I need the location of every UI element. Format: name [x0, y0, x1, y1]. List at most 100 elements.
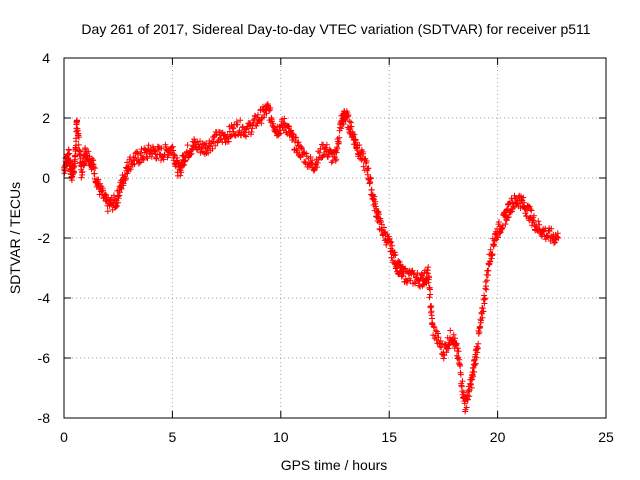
y-tick-label: 2 — [42, 110, 50, 126]
data-point — [473, 354, 480, 361]
data-point — [392, 252, 399, 258]
data-point — [536, 221, 543, 228]
data-point — [548, 225, 555, 232]
y-tick-label: -2 — [38, 230, 51, 246]
x-axis-label: GPS time / hours — [281, 457, 388, 473]
data-point — [333, 149, 340, 156]
data-point — [177, 172, 184, 179]
data-point — [478, 317, 485, 324]
data-point — [234, 121, 241, 128]
data-point — [112, 196, 119, 203]
data-point — [314, 159, 321, 166]
data-point — [161, 151, 168, 158]
data-point — [170, 147, 177, 154]
data-point — [454, 345, 461, 352]
data-point — [75, 141, 82, 148]
data-point — [483, 286, 490, 293]
chart-title: Day 261 of 2017, Sidereal Day-to-day VTE… — [81, 21, 590, 37]
data-point — [62, 167, 69, 174]
data-point — [316, 149, 323, 156]
data-point — [554, 230, 561, 237]
x-tick-label: 5 — [169, 429, 177, 445]
data-point — [320, 152, 327, 159]
data-point — [414, 270, 421, 276]
data-point — [67, 157, 74, 164]
data-point — [253, 122, 260, 129]
data-point — [85, 148, 92, 155]
data-point — [508, 208, 515, 215]
data-point — [281, 115, 288, 122]
data-point — [136, 159, 143, 166]
y-tick-label: -8 — [38, 410, 51, 426]
data-point — [336, 134, 343, 141]
data-point — [424, 270, 431, 277]
data-point — [176, 166, 183, 173]
data-point — [531, 212, 537, 219]
data-point — [78, 174, 85, 181]
data-point — [340, 121, 347, 127]
data-point — [487, 246, 494, 253]
data-point — [427, 291, 434, 298]
data-point — [471, 369, 478, 375]
data-point — [74, 117, 80, 124]
data-point — [365, 165, 372, 172]
y-tick-label: -4 — [38, 290, 51, 306]
data-point — [450, 331, 457, 338]
data-point — [428, 303, 435, 310]
data-point — [495, 234, 501, 241]
data-point — [76, 134, 82, 141]
data-point — [453, 340, 460, 347]
data-point — [180, 162, 187, 169]
data-point — [188, 150, 195, 157]
data-point — [402, 265, 409, 272]
data-point — [242, 132, 248, 139]
data-point — [227, 133, 234, 140]
data-point — [425, 264, 432, 271]
data-point — [115, 195, 122, 202]
y-axis-label: SDTVAR / TECUs — [7, 182, 23, 294]
data-point — [153, 155, 160, 162]
data-point — [104, 208, 111, 215]
data-point — [391, 249, 398, 256]
data-point — [79, 168, 86, 175]
data-point — [356, 142, 363, 148]
data-point — [472, 360, 479, 367]
data-point — [293, 134, 299, 141]
data-point — [314, 164, 321, 171]
data-point — [124, 159, 131, 166]
data-point — [328, 159, 335, 166]
data-point — [114, 203, 120, 209]
data-point — [323, 141, 330, 148]
data-point — [122, 175, 129, 182]
data-point — [277, 130, 284, 137]
data-point — [77, 148, 84, 155]
data-point — [71, 169, 78, 176]
x-tick-label: 20 — [490, 429, 506, 445]
data-point — [487, 258, 494, 265]
data-point — [412, 280, 419, 287]
data-point — [409, 267, 416, 274]
data-point — [395, 258, 402, 264]
data-point — [463, 404, 470, 411]
data-point — [378, 221, 385, 228]
data-point — [225, 138, 232, 145]
data-point — [144, 155, 151, 162]
x-tick-label: 15 — [381, 429, 397, 445]
axis-ticks: 0 5 10 15 20 25 -8 -6 -4 -2 0 2 4 — [38, 50, 614, 445]
data-point — [368, 186, 375, 193]
data-point — [191, 139, 198, 146]
data-point — [459, 378, 466, 385]
data-point — [267, 104, 274, 111]
data-point — [338, 125, 345, 132]
data-point — [520, 194, 527, 201]
data-point — [110, 200, 117, 207]
data-point — [505, 214, 512, 220]
data-point — [248, 129, 255, 135]
data-point — [482, 296, 488, 303]
data-point — [466, 393, 473, 400]
data-point — [333, 156, 340, 163]
data-point — [481, 300, 488, 307]
data-point — [555, 235, 562, 241]
data-point — [91, 170, 98, 177]
